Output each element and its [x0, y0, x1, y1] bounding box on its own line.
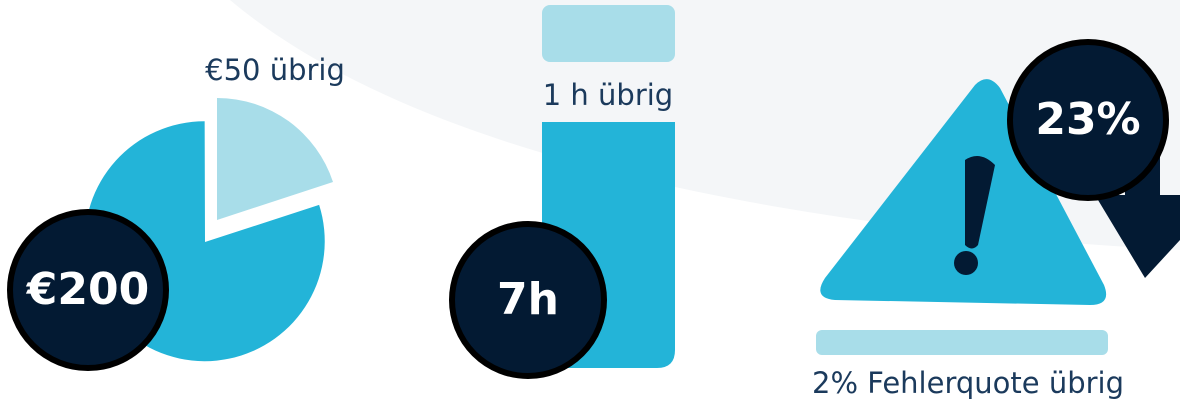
- error-reduction-label: 23%: [1035, 94, 1140, 145]
- warning-base: [816, 330, 1108, 355]
- error-badge: [1007, 39, 1169, 201]
- budget-remaining-label: €50 übrig: [205, 53, 345, 87]
- budget-spent-label: €200: [26, 264, 149, 315]
- time-badge: [449, 221, 607, 379]
- tube-remaining: [542, 5, 675, 62]
- exclamation-bar: [965, 156, 995, 249]
- pie-remaining: [217, 97, 333, 220]
- warning-triangle: [820, 79, 1107, 305]
- time-spent-label: 7h: [497, 274, 559, 325]
- time-remaining-label: 1 h übrig: [543, 78, 673, 112]
- exclamation-dot: [954, 251, 978, 275]
- budget-badge: [7, 209, 169, 371]
- error-remaining-label: 2% Fehlerquote übrig: [812, 366, 1124, 400]
- down-arrow: [1095, 150, 1180, 278]
